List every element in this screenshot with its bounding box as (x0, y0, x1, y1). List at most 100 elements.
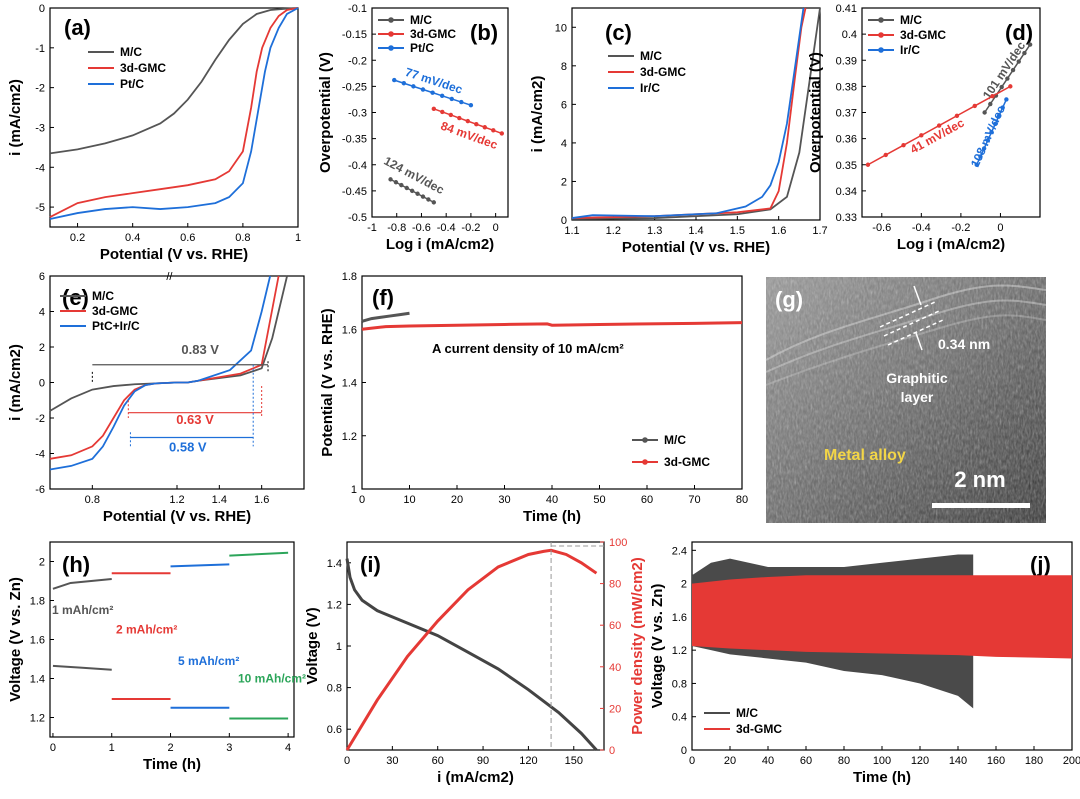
data-point (440, 109, 445, 115)
legend-marker (878, 32, 884, 38)
legend-label: M/C (640, 49, 662, 63)
legend-marker (878, 47, 884, 53)
data-point (426, 197, 431, 202)
series-line-1 (361, 321, 743, 331)
y-tick-label: 0 (681, 745, 687, 757)
x-tick-label: 180 (1025, 755, 1043, 767)
legend-label: 3d-GMC (410, 27, 456, 41)
y-tick-label: 1.8 (30, 596, 45, 608)
x-tick-label: 1.7 (812, 225, 827, 237)
y-tick-label: -6 (35, 484, 45, 496)
legend-marker (388, 17, 394, 23)
y-tick-label: 1.4 (342, 378, 357, 390)
data-point (1022, 50, 1027, 56)
legend-label: 3d-GMC (92, 304, 138, 318)
x-axis-title: Log i (mA/cm2) (897, 236, 1005, 253)
legend-marker (642, 459, 648, 465)
y-tick-label: 2.4 (672, 545, 687, 557)
x-tick-label: -0.4 (437, 222, 456, 234)
data-point (978, 154, 983, 159)
y-tick-label: -4 (35, 449, 45, 461)
data-point (420, 87, 426, 92)
x-tick-label: 0 (493, 222, 499, 234)
x-axis-title: i (mA/cm2) (437, 769, 514, 786)
chart-panel-h: 0 1 2 3 4 1.2 1.4 1.6 1.8 2 Time (h) Voltage (V vs.… (7, 541, 306, 773)
chart-panel-f: 0 10 20 30 40 50 60 70 80 1 1.2 1.4 1.6 1.8 Time (h) Po… (319, 271, 748, 525)
y-tick-label: -0.2 (348, 55, 367, 67)
data-point (430, 90, 435, 95)
series-line-1 (345, 548, 598, 751)
series-line-0 (571, 7, 821, 220)
legend-label: 3d-GMC (736, 722, 782, 736)
panel-label: (h) (62, 552, 90, 577)
x-tick-label: 2 (167, 742, 173, 754)
y-tick-label: 0.38 (836, 81, 857, 93)
x-tick-label: 0 (997, 222, 1003, 234)
x-tick-label: 80 (838, 755, 850, 767)
slope-label: 84 mV/dec (439, 119, 500, 152)
chart-panel-a: 0.2 0.4 0.6 0.8 1 0 -1 -2 -3 -4 -5 Potential (V vs.… (7, 3, 301, 263)
y-tick-label: -0.35 (342, 134, 367, 146)
chart-panel-e: 0.8 1.2 1.4 1.6 6 4 2 0 -2 -4 -6 Potential (V vs. R… (7, 271, 305, 525)
x-tick-label: 90 (477, 755, 489, 767)
data-point (392, 77, 397, 83)
data-point (988, 101, 993, 107)
capacity-label: 1 mAh/cm² (52, 603, 113, 617)
y-tick-label: 0.6 (327, 724, 342, 736)
capacity-label: 5 mAh/cm² (178, 654, 239, 668)
annotation: A current density of 10 mA/cm² (432, 341, 624, 356)
data-point (901, 142, 906, 148)
legend-marker (878, 17, 884, 23)
legend-label: Ir/C (640, 81, 660, 95)
capacity-label: 10 mAh/cm² (238, 671, 306, 685)
slope-label: 101 mV/dec (980, 39, 1029, 102)
y-tick-label: -0.3 (348, 108, 367, 120)
series-line-3 (229, 551, 289, 557)
data-point (459, 99, 464, 105)
y-tick-label: 0.37 (836, 108, 857, 120)
x-tick-label: 30 (386, 755, 398, 767)
y-tick-label: 2 (681, 579, 687, 591)
graphitic-fringe (765, 314, 1047, 386)
y-tick-label: 0.8 (672, 678, 687, 690)
y-tick-label: 1 (351, 484, 357, 496)
x-tick-label: 1.6 (771, 225, 786, 237)
data-point (982, 110, 987, 115)
panel-label: (i) (360, 552, 381, 577)
data-point (431, 200, 437, 205)
legend-label: M/C (120, 45, 142, 59)
data-point (465, 118, 471, 124)
data-point (411, 84, 416, 89)
legend-label: M/C (92, 289, 114, 303)
graphitic-fringe (765, 284, 1047, 361)
series-line-0 (361, 311, 410, 323)
y-tick-label: 1.6 (672, 612, 687, 624)
chart-panel-c: 1.1 1.2 1.3 1.4 1.5 1.6 1.7 0 2 4 6 8 10 Potential (V… (529, 7, 828, 256)
y-tick-label: 6 (561, 99, 567, 111)
x-tick-label: 1.3 (647, 225, 662, 237)
x-tick-label: -0.4 (912, 222, 931, 234)
data-point (996, 113, 1002, 118)
data-point (1008, 84, 1013, 89)
y-tick-label: 6 (39, 271, 45, 283)
series-line-0 (52, 664, 112, 671)
x-tick-label: 20 (451, 494, 463, 506)
data-point (482, 125, 488, 130)
y-tick-label: 1.4 (30, 674, 45, 686)
panel-label: (a) (64, 15, 91, 40)
y-tick-label: 8 (561, 61, 567, 73)
data-point (972, 103, 977, 109)
y-tick-label: 0.33 (836, 212, 857, 224)
x-tick-label: 0.8 (85, 494, 100, 506)
chart-panel-i: 0 30 60 90 120 150 0.6 0.8 1 1.2 1.4 0 20 40 60 80 100Po… (304, 537, 646, 786)
y-tick-label: -0.45 (342, 186, 367, 198)
data-point (919, 133, 924, 138)
x-tick-label: 0.8 (235, 232, 250, 244)
data-point (439, 93, 445, 98)
series-band-1 (692, 575, 1072, 659)
y2-tick-label: 0 (609, 745, 615, 757)
data-point (1000, 105, 1005, 110)
chart-panel-d: -0.6 -0.4 -0.2 0 0.33 0.34 0.35 0.36 0.37 0.38 0.3… (807, 3, 1041, 253)
data-point (985, 138, 991, 143)
